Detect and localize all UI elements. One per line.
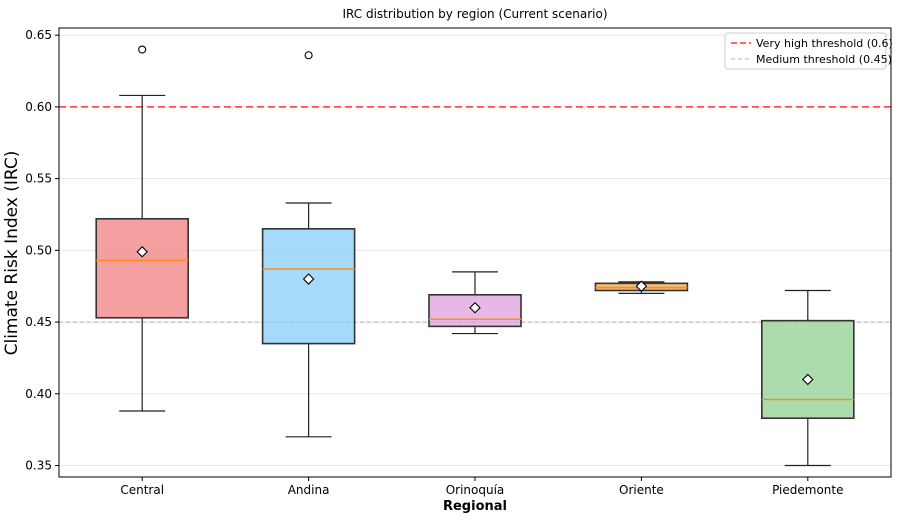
y-tick-label: 0.65: [25, 28, 52, 42]
x-tick-label: Orinoquía: [446, 483, 505, 497]
y-tick-label: 0.50: [25, 243, 52, 257]
box-plots: [95, 45, 855, 467]
mean-marker: [136, 246, 148, 258]
plot-frame: [58, 27, 892, 478]
mean-marker: [635, 280, 648, 292]
box-iqr: [760, 319, 855, 419]
y-axis-label: Climate Risk Index (IRC): [2, 151, 22, 356]
y-tick-label: 0.55: [25, 172, 52, 186]
chart-title: IRC distribution by region (Current scen…: [342, 7, 607, 21]
y-tick-label: 0.40: [25, 387, 52, 401]
box-central: [95, 45, 189, 412]
x-tick-label: Piedemonte: [772, 483, 843, 497]
outlier-point: [138, 45, 147, 54]
mean-marker: [469, 301, 481, 314]
box-orinoquía: [428, 271, 522, 335]
x-tick-label: Andina: [288, 483, 330, 497]
mean-marker: [802, 373, 814, 386]
box-andina: [261, 51, 356, 438]
x-axis-label: Regional: [443, 499, 507, 514]
mean-marker: [302, 273, 315, 285]
y-tick-label: 0.60: [25, 100, 52, 114]
box-piedemonte: [760, 289, 855, 467]
x-tick-label: Oriente: [619, 483, 664, 497]
box-iqr: [261, 228, 356, 345]
legend-box: [724, 32, 887, 70]
box-iqr: [95, 217, 189, 319]
legend-label: Very high threshold (0.6): [756, 37, 893, 50]
y-tick-label: 0.45: [25, 315, 52, 329]
legend-label: Medium threshold (0.45): [756, 53, 892, 66]
y-tick-label: 0.35: [25, 459, 52, 473]
box-oriente: [594, 280, 689, 294]
axes: 0.35 0.40 0.45 0.50 0.55 0.60 0.65 Central Andin…: [25, 27, 892, 497]
x-tick-label: Central: [120, 483, 164, 497]
outlier-point: [304, 51, 313, 60]
legend: Very high threshold (0.6) Medium threshol…: [724, 32, 893, 70]
